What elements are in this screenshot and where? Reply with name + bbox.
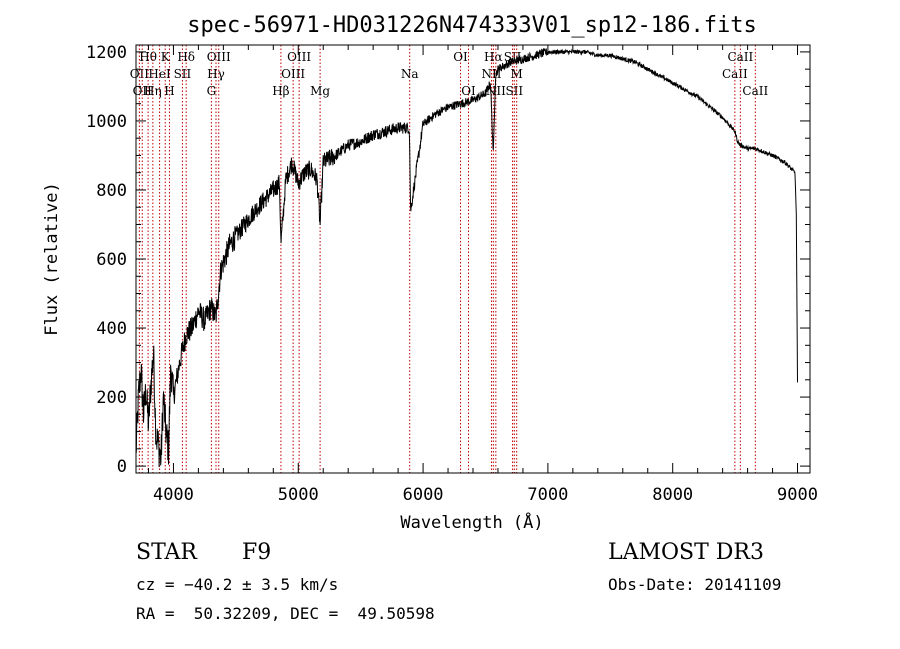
y-tick-label: 0 — [117, 457, 127, 477]
spectral-line-label: CaII — [742, 84, 768, 98]
spectral-line-label: G — [207, 84, 217, 98]
emission-line-markers: OIIOIIHθHηHeIKHSIIHδGHγOIIIHβOIIIOIIIMgN… — [130, 45, 768, 473]
spectral-line-label: Hβ — [272, 84, 289, 98]
x-tick-label: 4000 — [153, 485, 194, 505]
coordinates: RA = 50.32209, DEC = 49.50598 — [136, 604, 435, 623]
obs-date: Obs-Date: 20141109 — [608, 575, 782, 594]
spectral-line-label: OIII — [281, 67, 305, 81]
spectral-line-label: CaII — [727, 50, 753, 64]
spectral-line-label: H — [164, 84, 174, 98]
spectral-line-label: Na — [401, 67, 419, 81]
chart-title: spec-56971-HD031226N474333V01_sp12-186.f… — [187, 13, 757, 38]
object-class: STAR — [136, 540, 197, 565]
spectral-line-label: Hγ — [207, 67, 225, 81]
spectral-line-label: Hδ — [177, 50, 195, 64]
spectral-line-label: OII — [133, 84, 153, 98]
spectral-line-label: OII — [130, 67, 150, 81]
plot-frame — [135, 44, 811, 474]
y-tick-label: 400 — [96, 319, 127, 339]
spectral-line-label: Hα — [484, 50, 503, 64]
spectral-line-label: HeI — [148, 67, 171, 81]
spectral-line-label: OIII — [207, 50, 231, 64]
y-tick-label: 200 — [96, 388, 127, 408]
y-tick-label: 600 — [96, 250, 127, 270]
x-tick-label: 7000 — [527, 485, 568, 505]
spectral-line-label: OIII — [287, 50, 311, 64]
spectral-line-label: Mg — [310, 84, 330, 98]
y-axis-label: Flux (relative) — [42, 182, 62, 336]
x-tick-label: 8000 — [652, 485, 693, 505]
x-tick-label: 6000 — [403, 485, 444, 505]
x-tick-label: 9000 — [777, 485, 818, 505]
y-tick-label: 1000 — [86, 112, 127, 132]
x-tick-label: 5000 — [278, 485, 319, 505]
spectral-line-label: OI — [461, 84, 476, 98]
spectral-line-label: OI — [453, 50, 468, 64]
y-tick-label: 800 — [96, 181, 127, 201]
spectral-line-label: SII — [174, 67, 192, 81]
spectrum-series-line — [135, 47, 798, 468]
spectral-line-label: CaII — [722, 67, 748, 81]
axis-ticks: 4000 5000 6000 7000 8000 9000 0 200 400 600 800 100… — [86, 43, 818, 505]
spectral-line-label: SII — [505, 84, 523, 98]
redshift-cz: cz = −40.2 ± 3.5 km/s — [136, 575, 339, 594]
spectral-line-label: Hη — [144, 84, 162, 98]
x-axis-label: Wavelength (Å) — [400, 511, 543, 533]
survey-name: LAMOST DR3 — [608, 540, 764, 565]
spectral-line-label: K — [161, 50, 171, 64]
spectral-line-label: M — [511, 67, 523, 81]
subclass: F9 — [242, 540, 272, 565]
y-tick-label: 1200 — [86, 43, 127, 63]
